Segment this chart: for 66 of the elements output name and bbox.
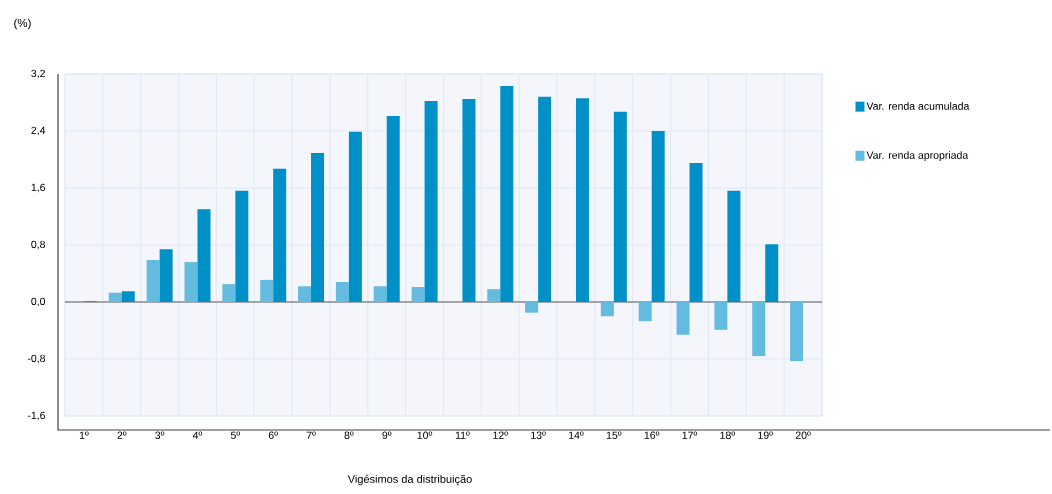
bar	[500, 86, 514, 302]
x-tick-label: 15º	[606, 431, 622, 439]
bar	[108, 292, 122, 302]
bar	[386, 116, 400, 302]
y-tick-label: 0,8	[31, 240, 46, 250]
y-tick-label: -0,8	[27, 354, 46, 364]
bar	[752, 301, 766, 357]
bar	[311, 153, 325, 302]
x-axis-title: Vigésimos da distribuição	[347, 474, 472, 486]
y-tick-label: 2,4	[31, 126, 46, 136]
bar	[600, 301, 614, 317]
x-tick-label: 13º	[531, 431, 546, 439]
x-tick-label: 3º	[155, 431, 165, 439]
bar	[348, 131, 362, 302]
legend-label: Var. renda acumulada	[866, 102, 970, 110]
x-tick-label: 20º	[795, 431, 811, 439]
x-tick-label: 17º	[682, 431, 698, 439]
bar	[121, 291, 135, 302]
x-tick-label: 5º	[230, 431, 241, 439]
bar	[159, 249, 173, 302]
x-tick-label: 12º	[493, 431, 508, 439]
bar	[727, 190, 741, 302]
bar	[525, 301, 539, 313]
bar	[260, 279, 274, 302]
y-tick-label: 0,0	[31, 297, 46, 307]
x-tick-label: 14º	[569, 431, 584, 439]
bar	[424, 101, 438, 302]
bar	[689, 163, 703, 302]
x-tick-label: 8º	[344, 431, 354, 439]
x-tick-label: 1º	[79, 431, 89, 439]
bar	[765, 244, 779, 302]
x-tick-label: 9º	[382, 431, 392, 439]
bar	[638, 301, 652, 322]
legend-label: Var. renda apropriada	[866, 151, 969, 161]
bar	[146, 259, 160, 302]
x-tick-label: 7º	[306, 431, 316, 439]
x-tick-label: 2º	[117, 431, 127, 439]
y-tick-label: 1,6	[31, 183, 46, 193]
bar	[714, 301, 728, 330]
bar	[676, 301, 690, 335]
y-tick-label: -1,6	[27, 411, 46, 421]
bar	[335, 282, 349, 302]
bar	[651, 130, 665, 302]
x-tick-label: 6º	[268, 431, 278, 439]
x-tick-label: 16º	[644, 431, 660, 439]
bar	[538, 96, 552, 302]
y-axis-title: (%)	[14, 18, 31, 30]
bar	[613, 111, 627, 302]
y-tick-label: 3,2	[31, 69, 45, 79]
bar	[197, 209, 211, 302]
x-tick-label: 4º	[192, 431, 203, 439]
bar	[575, 98, 589, 302]
x-tick-label: 11º	[455, 431, 470, 439]
bar	[373, 286, 387, 302]
x-tick-label: 19º	[758, 431, 773, 439]
bar	[222, 284, 236, 302]
bar	[298, 286, 312, 302]
x-tick-label: 10º	[417, 431, 433, 439]
bar	[487, 289, 501, 302]
bar	[790, 301, 804, 362]
bar	[235, 190, 249, 302]
bar	[462, 98, 476, 302]
bar	[184, 262, 198, 302]
bar	[411, 287, 425, 302]
x-tick-label: 18º	[720, 431, 736, 439]
bar	[273, 168, 287, 302]
